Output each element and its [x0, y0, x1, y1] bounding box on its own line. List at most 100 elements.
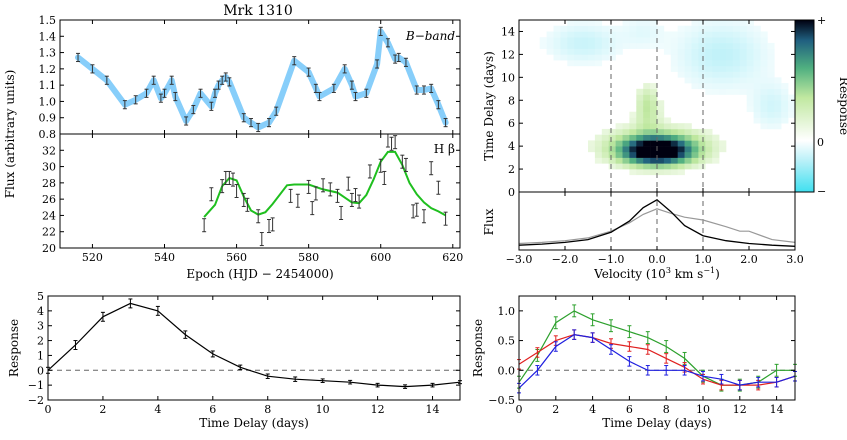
vdm-cell [594, 20, 603, 27]
vdm-cell [712, 146, 720, 153]
vdm-cell [553, 31, 561, 38]
vdm-cell [753, 100, 761, 107]
lag-total-y-tick-label: 4 [37, 305, 44, 318]
profile-x-tick-label: −1.0 [598, 253, 625, 266]
vdm-cell [594, 134, 603, 141]
vdm-cell [657, 25, 665, 32]
vdm-cell [560, 54, 568, 61]
vdm-cell [567, 48, 575, 55]
vdm-cell [698, 20, 706, 27]
lag-total-y-tick-label: 2 [37, 335, 44, 348]
vdm-cell [732, 83, 741, 90]
vdm-cell [615, 25, 623, 32]
vdm-cell [629, 140, 637, 147]
vdm-cell [726, 77, 734, 84]
vdm-cell [691, 37, 699, 44]
lag-bins-ticks: −0.5 0.0 0.5 1.0 0 2 4 6 8 10 12 14 [488, 296, 795, 416]
vdm-cell [608, 54, 616, 61]
vdm-cell [643, 20, 651, 27]
vdm-cell [753, 106, 761, 113]
vdm-cell [781, 117, 789, 124]
vdm-cell [670, 65, 678, 72]
lag-total-x-tick-label: 0 [45, 403, 52, 416]
vdm-cell [622, 140, 630, 147]
vdm-cell [622, 128, 630, 135]
vdm-cell [581, 48, 589, 55]
vdm-cell [663, 117, 672, 124]
vdm-cell [760, 94, 768, 101]
vdm-cell [553, 54, 561, 61]
vdm-cell [670, 60, 678, 67]
vdm-cell [588, 42, 596, 49]
vdm-cell [636, 100, 644, 107]
vdm-cell [712, 25, 720, 32]
vdm-cell [670, 123, 678, 130]
vdm-cell [753, 77, 761, 84]
continuum-y-tick-label: 1.1 [39, 79, 57, 92]
vdm-cell [684, 60, 692, 67]
hbeta-annotation: H β [434, 142, 455, 156]
vdm-cell [698, 151, 706, 158]
vdm-cell [581, 37, 589, 44]
vdm-cell [629, 163, 637, 170]
vdm-cell [622, 25, 630, 32]
continuum-band [75, 28, 449, 131]
vdm-cell [677, 163, 685, 170]
vdm-cell [581, 20, 589, 27]
vdm-cell [643, 163, 651, 170]
vdm-cell [698, 128, 706, 135]
vdm-cell [657, 157, 665, 164]
vdm-cell [629, 111, 637, 118]
vdm-cell [691, 42, 699, 49]
lag-bins-y-tick-label: −0.5 [488, 394, 515, 407]
vdm-cell [657, 42, 665, 49]
vdm-cell [670, 54, 678, 61]
vdm-cell [691, 128, 699, 135]
vdm-cell [650, 111, 658, 118]
vdm-cell [663, 37, 672, 44]
lag-total-x-tick-label: 10 [316, 403, 330, 416]
vdm-cell [657, 140, 665, 147]
vdm-cell [594, 146, 603, 153]
vdm-cell [560, 37, 568, 44]
vdm-cell [594, 140, 603, 147]
profile-ylabel: Flux [482, 208, 496, 235]
vdm-cell [691, 20, 699, 27]
vdm-cell [594, 31, 603, 38]
vdm-cell [650, 146, 658, 153]
vdm-cell [636, 42, 644, 49]
lag-total-frame [47, 295, 461, 401]
vdm-cell [684, 71, 692, 78]
vdm-cell [781, 111, 789, 118]
vdm-cell [670, 128, 678, 135]
vdm-cell [753, 88, 761, 95]
vdm-cell [601, 37, 609, 44]
continuum-yticks: 0.8 0.9 1.0 1.1 1.2 1.3 1.4 1.5 [39, 14, 460, 141]
vdm-cell [739, 71, 747, 78]
vdm-cell [677, 128, 685, 135]
profile-x-tick-label: −2.0 [552, 253, 579, 266]
vdm-cell [636, 151, 644, 158]
vdm-cell [636, 37, 644, 44]
vdm-cell [643, 106, 651, 113]
vdm-cell [719, 54, 727, 61]
vdm-cell [670, 140, 678, 147]
vdm-cell [650, 106, 658, 113]
continuum-y-tick-label: 0.8 [39, 128, 57, 141]
profile-marks [518, 192, 796, 250]
vdm-cell [684, 163, 692, 170]
vdm-cell [719, 88, 727, 95]
vdm-cell [788, 106, 796, 113]
vdm-cell [753, 54, 761, 61]
vdm-cell [643, 157, 651, 164]
vdm-cell [650, 42, 658, 49]
lag-total-y-tick-label: 5 [37, 290, 44, 303]
vdm-cell [739, 20, 747, 27]
profile-mean-line [518, 199, 796, 247]
vdm-cell [657, 106, 665, 113]
vdm-cell [588, 25, 596, 32]
vdm-cell [753, 31, 761, 38]
vdm-cell [767, 117, 775, 124]
vdm-cell [691, 146, 699, 153]
